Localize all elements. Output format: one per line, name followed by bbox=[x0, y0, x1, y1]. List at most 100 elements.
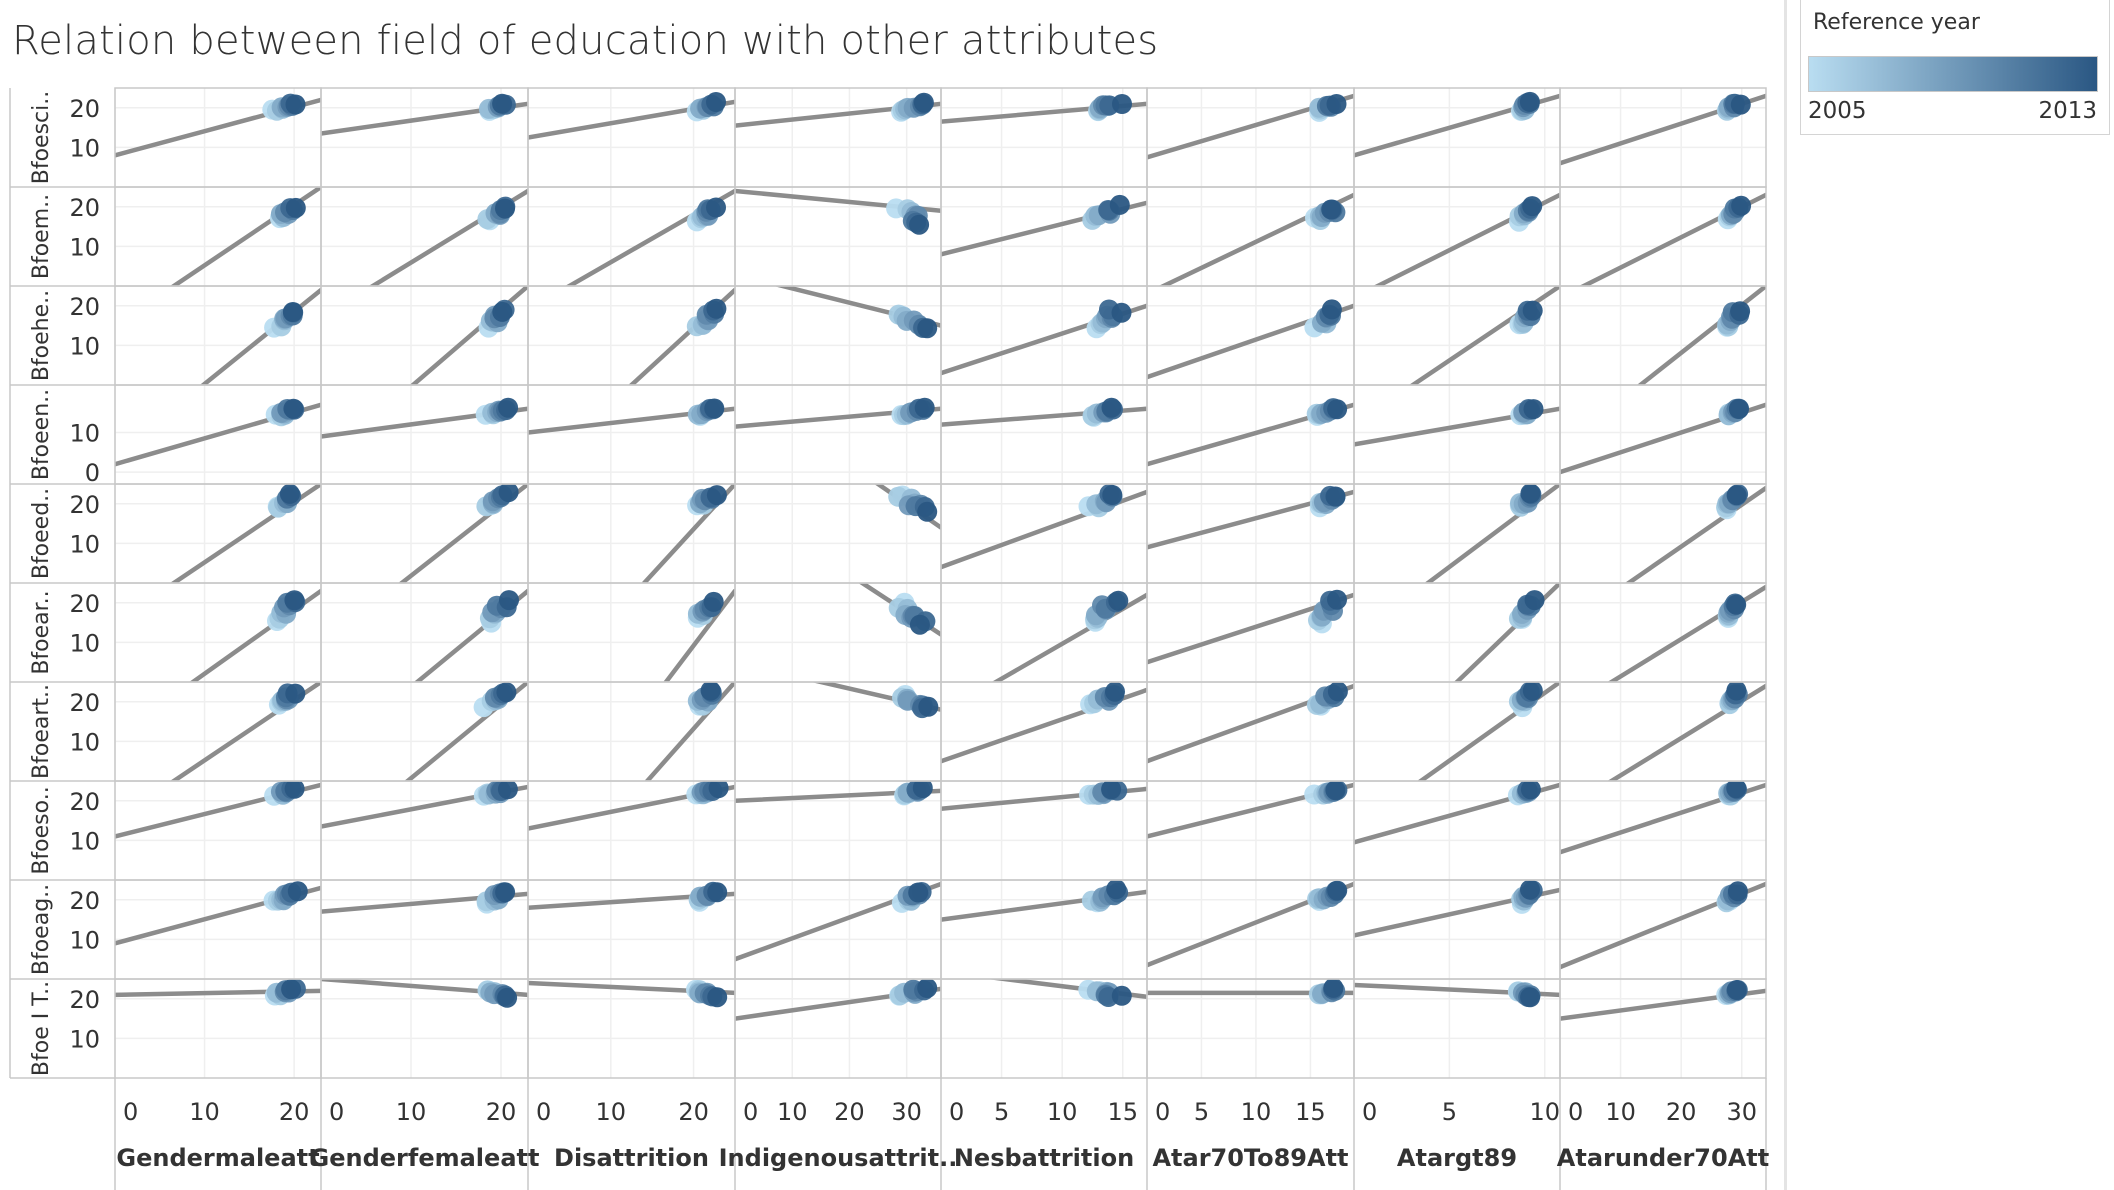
y-tick-label: 10 bbox=[69, 134, 100, 162]
y-tick-label: 10 bbox=[69, 926, 100, 954]
scatter-cell bbox=[1607, 584, 1766, 682]
scatter-cell bbox=[1354, 880, 1560, 938]
data-point bbox=[1519, 91, 1540, 112]
data-point bbox=[909, 614, 930, 635]
scatter-cell bbox=[641, 484, 735, 583]
x-tick-label: 10 bbox=[1529, 1098, 1560, 1126]
column-header: Atar70To89Att bbox=[1152, 1144, 1348, 1172]
scatter-cell bbox=[169, 682, 321, 781]
data-marks bbox=[115, 91, 1766, 1021]
y-tick-label: 20 bbox=[69, 491, 100, 519]
scatter-cell bbox=[1147, 781, 1354, 839]
data-point bbox=[1105, 682, 1125, 702]
scatter-cell bbox=[115, 881, 321, 946]
scatter-cell bbox=[1560, 881, 1766, 970]
data-point bbox=[496, 682, 517, 703]
data-point bbox=[498, 484, 519, 503]
scatter-cell bbox=[1416, 682, 1560, 781]
scatter-cell bbox=[1147, 682, 1354, 764]
data-point bbox=[1327, 880, 1348, 901]
scatter-cell bbox=[1147, 880, 1354, 968]
x-tick-label: 0 bbox=[329, 1098, 344, 1126]
x-tick-label: 10 bbox=[1241, 1098, 1272, 1126]
scatter-cell bbox=[628, 287, 735, 385]
data-point bbox=[918, 696, 939, 717]
scatter-cell bbox=[941, 397, 1147, 427]
x-tick-label: 10 bbox=[396, 1098, 427, 1126]
data-point bbox=[1327, 682, 1348, 702]
scatter-cell bbox=[528, 92, 735, 140]
scatter-cell bbox=[1354, 91, 1560, 158]
data-point bbox=[499, 590, 519, 611]
scatter-cell bbox=[1147, 398, 1354, 467]
scatter-cell bbox=[115, 93, 321, 158]
x-tick-label: 15 bbox=[1295, 1098, 1326, 1126]
x-tick-label: 0 bbox=[123, 1098, 138, 1126]
data-point bbox=[492, 93, 513, 114]
scatter-cell bbox=[1147, 485, 1354, 550]
row-header: Bfoehe.. bbox=[29, 290, 54, 381]
data-point bbox=[285, 683, 306, 704]
data-point bbox=[1102, 485, 1123, 505]
cell-border bbox=[940, 285, 1148, 386]
x-tick-label: 10 bbox=[1047, 1098, 1078, 1126]
scatter-cell bbox=[1578, 192, 1766, 286]
scatter-cell bbox=[1354, 981, 1560, 1008]
data-point bbox=[913, 92, 934, 113]
data-point bbox=[281, 979, 302, 1000]
chart-title: Relation between field of education with… bbox=[12, 18, 1159, 64]
y-tick-label: 20 bbox=[69, 95, 100, 123]
cell-border bbox=[320, 285, 529, 386]
data-point bbox=[1523, 399, 1544, 420]
scatter-cell bbox=[528, 979, 735, 1008]
data-point bbox=[707, 882, 728, 903]
y-tick-label: 10 bbox=[69, 1025, 100, 1053]
data-point bbox=[284, 590, 305, 611]
data-point bbox=[908, 882, 929, 903]
data-point bbox=[498, 397, 519, 418]
data-point bbox=[706, 92, 726, 112]
scatter-cell bbox=[1147, 299, 1354, 380]
data-point bbox=[1520, 781, 1541, 800]
data-point bbox=[1522, 300, 1543, 321]
data-point bbox=[1325, 781, 1346, 801]
scatter-cell bbox=[528, 881, 735, 912]
x-tick-label: 10 bbox=[189, 1098, 220, 1126]
scatter-cell bbox=[735, 781, 941, 806]
scatter-cell bbox=[1424, 484, 1560, 583]
y-tick-label: 10 bbox=[69, 233, 100, 261]
scatter-cell bbox=[368, 188, 528, 286]
data-point bbox=[703, 591, 724, 612]
scatter-cell bbox=[735, 188, 941, 235]
scatter-cell bbox=[941, 94, 1147, 124]
row-header: Bfoear.. bbox=[29, 590, 54, 674]
column-header: Atargt89 bbox=[1397, 1144, 1517, 1172]
data-point bbox=[1730, 301, 1751, 322]
scatter-cell bbox=[1147, 93, 1354, 160]
scatter-cell bbox=[1624, 484, 1766, 583]
scatter-cell bbox=[115, 398, 321, 467]
data-point bbox=[1727, 881, 1748, 902]
data-point bbox=[704, 398, 725, 419]
data-point bbox=[1726, 485, 1747, 506]
data-point bbox=[909, 214, 930, 235]
legend-max-label: 2013 bbox=[2038, 98, 2097, 124]
scatter-cell bbox=[115, 781, 321, 839]
cell-border bbox=[1146, 186, 1355, 287]
scatter-cell bbox=[941, 682, 1147, 764]
data-point bbox=[284, 781, 305, 799]
data-point bbox=[1726, 781, 1747, 799]
scatter-cell bbox=[398, 484, 528, 583]
data-point bbox=[282, 302, 303, 322]
scatter-cell bbox=[1560, 93, 1766, 166]
row-header: Bfoeed.. bbox=[29, 488, 54, 579]
scatter-cell bbox=[663, 588, 735, 682]
cell-border bbox=[1353, 285, 1561, 386]
y-tick-label: 0 bbox=[85, 459, 100, 487]
data-point bbox=[706, 197, 726, 218]
data-point bbox=[1111, 985, 1132, 1006]
scatter-cell bbox=[321, 93, 528, 136]
scatter-cell bbox=[1408, 286, 1560, 385]
x-tick-label: 10 bbox=[1605, 1098, 1636, 1126]
data-point bbox=[1520, 484, 1541, 504]
